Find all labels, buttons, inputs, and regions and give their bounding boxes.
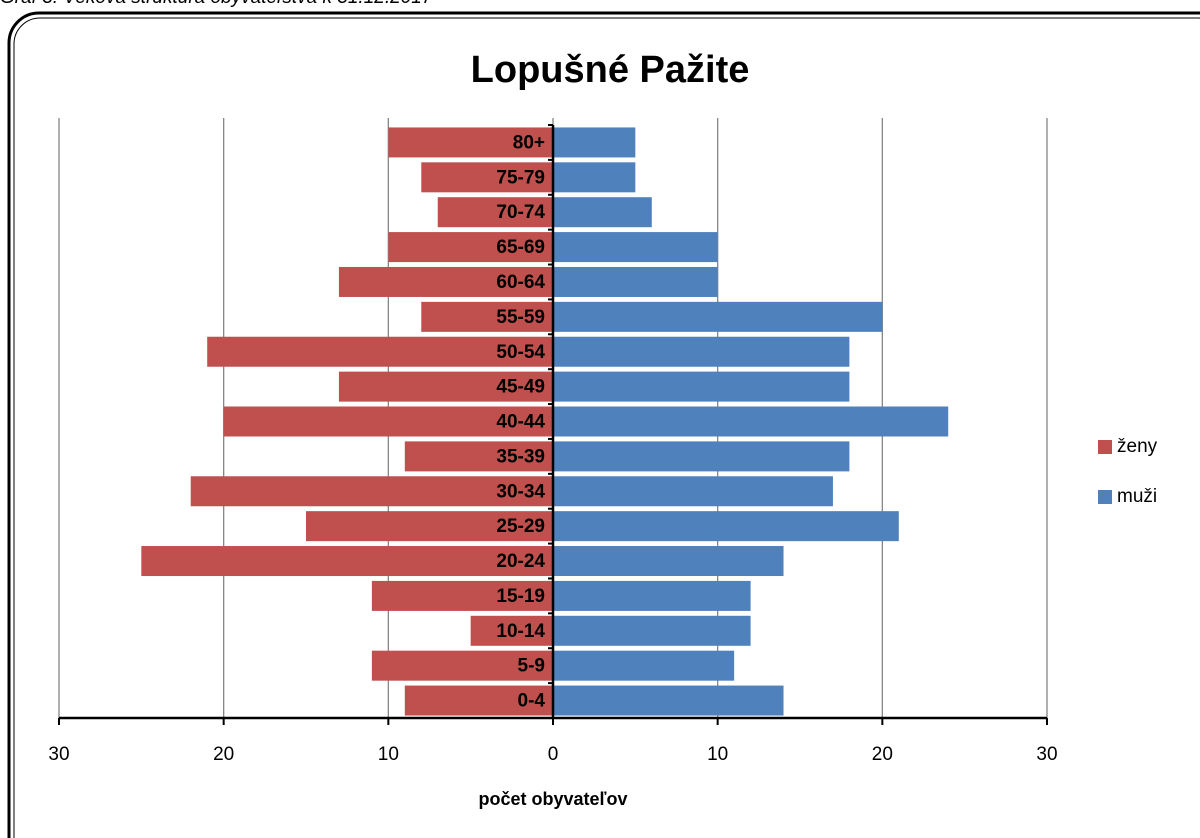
category-label: 45-49 [496,377,545,398]
x-axis-label: počet obyvateľov [479,789,628,809]
category-label: 5-9 [518,656,545,677]
x-tick-label: 0 [548,744,559,765]
bar [470,615,553,646]
x-tick-label: 20 [872,744,893,765]
x-tick-label: 10 [707,744,728,765]
bar [553,650,735,681]
bar [207,336,553,367]
category-label: 75-79 [496,167,545,188]
category-label: 70-74 [496,202,545,223]
bar [388,127,553,158]
bar [553,301,883,332]
bar [388,232,553,263]
bar [371,580,553,611]
legend-swatch [1098,440,1112,454]
bar [553,441,850,472]
bar [141,546,554,577]
bar [553,685,784,716]
bar [553,162,636,193]
x-tick-label: 30 [1036,744,1057,765]
category-label: 50-54 [496,342,545,363]
chart-title: Lopušné Pažite [471,49,750,91]
x-tick-label: 10 [378,744,399,765]
x-tick-label: 30 [48,744,69,765]
bar [223,406,553,437]
bar [421,162,553,193]
bar [553,615,751,646]
category-label: 60-64 [496,272,545,293]
x-tick-label: 20 [213,744,234,765]
category-label: 20-24 [496,551,545,572]
bar [371,650,553,681]
legend-label: ženy [1117,436,1158,457]
category-label: 10-14 [496,621,545,642]
bar [553,371,850,402]
bar [338,371,553,402]
bar [553,127,636,158]
category-label: 80+ [513,132,545,153]
legend-label: muži [1117,486,1157,507]
bar [404,441,553,472]
category-label: 30-34 [496,481,545,502]
bar [306,511,553,542]
category-label: 40-44 [496,412,545,433]
caption: Graf 3: Veková štruktúra obyvateľstva k … [0,0,434,8]
category-label: 35-39 [496,446,545,467]
bar [338,266,553,297]
bar [553,232,718,263]
category-label: 65-69 [496,237,545,258]
bar [553,336,850,367]
bar [553,580,751,611]
bar [553,511,899,542]
bar [553,546,784,577]
category-label: 0-4 [518,691,546,712]
bar [437,197,553,228]
bar [553,406,949,437]
category-label: 55-59 [496,307,545,328]
category-label: 25-29 [496,516,545,537]
legend-swatch [1098,490,1112,504]
bar [421,301,553,332]
bar [553,266,718,297]
bar [404,685,553,716]
category-label: 15-19 [496,586,545,607]
bar [553,476,833,507]
bar [190,476,553,507]
bar [553,197,652,228]
chart-frame-inner [13,17,1200,838]
